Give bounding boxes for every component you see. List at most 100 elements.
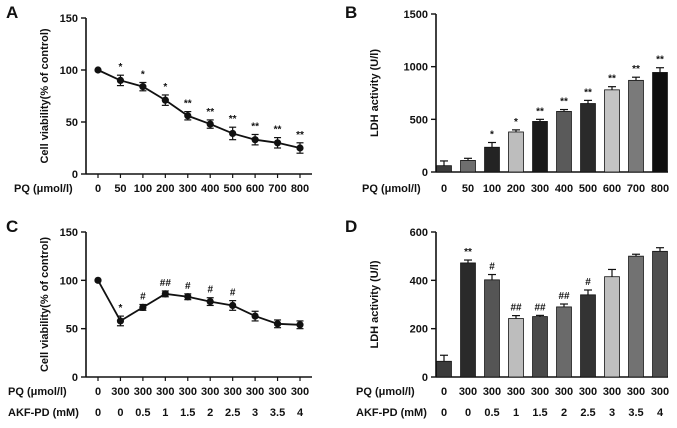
panel-d-x-tick-label: 3.5	[628, 407, 643, 419]
panel-c-x-tick-label: 0	[117, 407, 123, 419]
panel-c-data-point	[161, 290, 169, 298]
panel-a-x-tick-label: 300	[179, 183, 197, 195]
panel-c-y-tick-label: 150	[60, 227, 78, 239]
panel-c-significance-label: #	[230, 288, 236, 299]
panel-d-x-tick-label: 0	[441, 386, 447, 398]
panel-b-bar	[580, 103, 596, 173]
panel-c-data-point	[139, 303, 147, 311]
panel-d-bar	[628, 255, 644, 378]
panel-a-data-point	[116, 76, 125, 84]
panel-a-significance-label: **	[251, 121, 259, 132]
panel-c-data-point	[273, 320, 282, 328]
panel-d-x-tick-label: 2	[561, 407, 567, 419]
panel-d-bar	[436, 360, 452, 378]
panel-a-significance-label: *	[163, 82, 167, 93]
panel-d-bar	[484, 279, 500, 378]
panel-d-x-tick-label: 300	[459, 386, 477, 398]
panel-d-x-tick-label: 300	[579, 386, 597, 398]
panel-c-x-tick-label: 300	[246, 386, 264, 398]
panel-a-y-tick-label: 0	[72, 169, 78, 181]
panel-d-significance-label: #	[489, 262, 495, 273]
panel-a-x-tick-label: 0	[95, 183, 101, 195]
panel-c-x-tick-label: 0.5	[135, 407, 150, 419]
panel-d-bar	[556, 306, 572, 378]
panel-d-row-label: AKF-PD (mM)	[356, 407, 427, 419]
panel-c-data-point	[94, 276, 102, 284]
panel-d-x-tick-label: 300	[507, 386, 525, 398]
panel-b-y-axis-label: LDH activity (U/l)	[369, 49, 381, 137]
panel-a-x-tick-label: 700	[268, 183, 286, 195]
panel-d-y-tick-label: 200	[410, 324, 428, 336]
panel-d-x-tick-label: 300	[555, 386, 573, 398]
panel-c-y-axis-label: Cell viability(% of control)	[39, 237, 51, 372]
panel-c-y-tick-label: 50	[66, 324, 78, 336]
panel-c-significance-label: #	[207, 285, 213, 296]
panel-c-x-tick-label: 2	[207, 407, 213, 419]
panel-c-y-tick-label: 0	[72, 372, 78, 384]
panel-b-y-tick-label: 1500	[404, 9, 428, 21]
panel-b-x-tick-label: 400	[555, 183, 573, 195]
panel-b-bar	[484, 146, 500, 173]
panel-label-c: C	[6, 217, 18, 236]
panel-a-data-point	[229, 129, 237, 138]
panel-c-data-point	[184, 293, 192, 301]
panel-c-data-point	[251, 312, 259, 320]
panel-a-data-point	[184, 112, 192, 120]
panel-d-significance-label: **	[464, 247, 472, 258]
panel-c-x-tick-label: 1.5	[180, 407, 195, 419]
panel-b-bar	[604, 89, 620, 173]
panel-b-bar	[628, 79, 644, 173]
panel-a-data-point	[273, 139, 282, 147]
panel-d-x-tick-label: 0	[441, 407, 447, 419]
panel-a-significance-label: **	[296, 130, 304, 141]
panel-b-bar	[508, 131, 524, 173]
panel-d-x-tick-label: 0.5	[484, 407, 499, 419]
panel-c-y-tick-label: 100	[60, 275, 78, 287]
panel-d-significance-label: ##	[510, 303, 522, 314]
panel-d-row-label: PQ (μmol/l)	[356, 386, 415, 398]
panel-d-x-tick-label: 3	[609, 407, 615, 419]
panel-d-bar	[652, 250, 668, 378]
panel-b-x-tick-label: 100	[483, 183, 501, 195]
panel-c-significance-label: ##	[160, 278, 172, 289]
panel-c-x-tick-label: 4	[297, 407, 304, 419]
panel-label-d: D	[345, 217, 357, 236]
panel-a-row-label: PQ (μmol/l)	[14, 183, 73, 195]
panel-a-x-tick-label: 800	[291, 183, 309, 195]
panel-d-x-tick-label: 1.5	[532, 407, 547, 419]
panel-c-x-tick-label: 1	[162, 407, 168, 419]
panel-d-bar	[580, 294, 596, 378]
panel-b-significance-label: *	[514, 117, 518, 128]
panel-c-x-tick-label: 300	[291, 386, 309, 398]
panel-c-significance-label: #	[140, 292, 146, 303]
panel-c-series-line	[97, 279, 301, 326]
panel-c-data-point	[229, 301, 237, 310]
panel-c-x-tick-label: 2.5	[225, 407, 240, 419]
panel-b-y-tick-label: 0	[422, 167, 428, 179]
panel-d-bar	[532, 316, 548, 378]
panel-d-y-axis-label: LDH activity (U/l)	[369, 260, 381, 348]
panel-c-x-tick-label: 300	[179, 386, 197, 398]
panel-b-x-tick-label: 500	[579, 183, 597, 195]
panel-a-significance-label: *	[118, 62, 122, 73]
panel-c-significance-label: *	[118, 303, 122, 314]
panel-d-x-tick-label: 2.5	[580, 407, 595, 419]
panel-d-y-tick-label: 600	[410, 227, 428, 239]
panel-b-y-tick-label: 1000	[404, 62, 428, 74]
panel-b-bar	[436, 165, 452, 173]
panel-d-x-tick-label: 300	[627, 386, 645, 398]
panel-b-x-tick-label: 300	[531, 183, 549, 195]
panel-c-x-tick-label: 300	[201, 386, 219, 398]
panel-b-significance-label: **	[584, 87, 592, 98]
panel-d-x-tick-label: 300	[651, 386, 669, 398]
panel-c-x-tick-label: 0	[95, 407, 101, 419]
panel-b-y-tick-label: 500	[410, 114, 428, 126]
panel-c-data-point	[206, 298, 214, 306]
panel-d-x-tick-label: 4	[657, 407, 664, 419]
panel-a-y-tick-label: 150	[60, 13, 78, 25]
panel-a-significance-label: **	[274, 125, 282, 136]
panel-d-y-tick-label: 0	[422, 372, 428, 384]
